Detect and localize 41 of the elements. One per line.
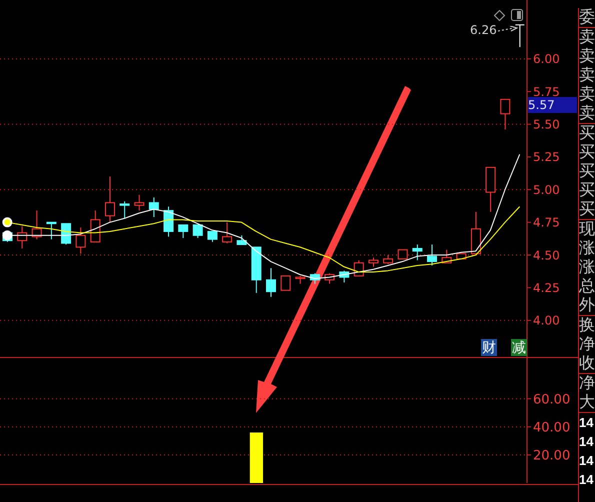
text: 收 <box>579 354 595 374</box>
text: 14 <box>579 414 594 432</box>
text: 净 <box>579 335 595 354</box>
text: 卖 <box>579 85 595 104</box>
y-tick-label: 6.00 <box>533 52 560 66</box>
text: 买 <box>579 162 595 181</box>
text: 外 <box>579 296 595 316</box>
annotation: 减 <box>511 339 527 356</box>
y-tick-label: 60.00 <box>533 392 570 408</box>
text: 卖 <box>579 66 595 85</box>
text: 涨 <box>579 239 595 258</box>
y-tick-label: 5.75 <box>533 84 560 99</box>
text: 卖 <box>579 47 595 66</box>
text: 委 <box>579 8 595 28</box>
text: 买 <box>579 181 595 200</box>
y-tick-label: 5.25 <box>533 150 560 164</box>
text: 换 <box>579 316 595 335</box>
text: 卖 <box>579 104 595 124</box>
text: 14 <box>579 452 594 470</box>
text: 现 <box>579 220 595 239</box>
text: 大 <box>579 393 595 413</box>
text: 涨 <box>579 258 595 277</box>
text: 买 <box>579 200 595 220</box>
y-tick-label: 5.00 <box>533 182 560 197</box>
y-tick-label: 4.75 <box>533 216 560 230</box>
text: 买 <box>579 143 595 162</box>
y-tick-label: 4.50 <box>533 248 560 262</box>
text: 总 <box>579 277 595 296</box>
text: 净 <box>579 374 595 393</box>
text: 14 <box>579 433 594 451</box>
y-tick-label: 5.50 <box>533 117 560 132</box>
text: 卖 <box>579 28 595 47</box>
y-tick-label: 4.00 <box>533 314 560 328</box>
text: 买 <box>579 124 595 143</box>
y-tick-label: 40.00 <box>533 420 570 436</box>
y-tick-label: 20.00 <box>533 448 570 464</box>
y-tick-label: 4.25 <box>533 280 560 295</box>
text: 5.57 <box>528 97 577 113</box>
text: 14 <box>579 471 594 489</box>
annotation: 6.26 <box>470 23 497 37</box>
annotation: 财 <box>481 339 497 356</box>
